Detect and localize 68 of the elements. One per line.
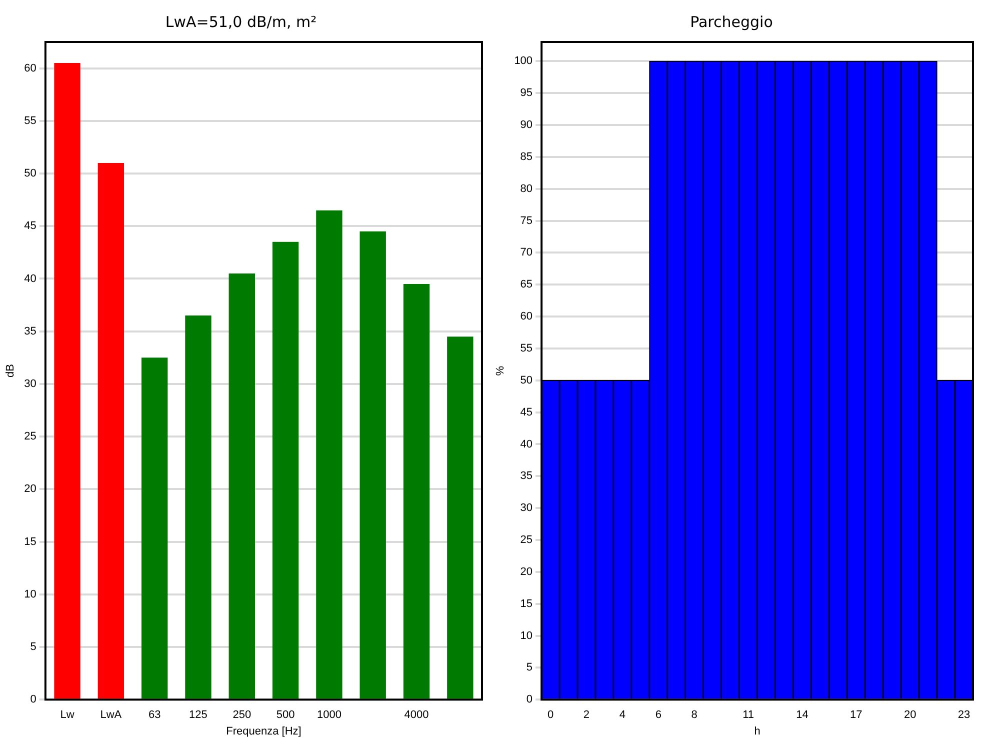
x-tick-label: 500: [276, 709, 295, 722]
x-tick-label: 4000: [404, 709, 429, 722]
y-tick-label: 65: [520, 278, 533, 291]
y-tick-label: 0: [526, 694, 533, 706]
y-tick-label: 30: [520, 502, 533, 514]
y-tick-label: 85: [520, 150, 533, 163]
y-tick-label: 95: [520, 87, 533, 100]
bar: [54, 63, 80, 699]
x-tick-label: 125: [189, 709, 208, 722]
y-axis-title: %: [494, 366, 507, 376]
y-tick-label: 45: [520, 406, 533, 418]
bar: [228, 273, 255, 699]
y-tick-label: 30: [24, 378, 36, 390]
bar: [316, 210, 342, 699]
bar: [360, 231, 386, 699]
x-tick-label: LwA: [100, 709, 122, 722]
y-tick-label: 55: [520, 342, 533, 354]
x-tick-label: 8: [691, 709, 698, 722]
y-tick-label: 100: [514, 55, 533, 68]
y-tick-label: 10: [520, 630, 533, 642]
chart-title: LwA=51,0 dB/m, m²: [165, 12, 317, 31]
x-axis-title: Frequenza [Hz]: [226, 725, 302, 738]
y-tick-label: 75: [520, 214, 533, 227]
x-tick-label: 17: [850, 709, 862, 722]
x-tick-label: Lw: [60, 709, 74, 722]
y-tick-label: 90: [520, 119, 533, 132]
bar: [185, 316, 212, 699]
y-tick-label: 0: [30, 694, 36, 706]
bar: [98, 163, 124, 699]
y-tick-label: 5: [526, 662, 533, 674]
bar: [141, 358, 168, 699]
y-tick-label: 40: [24, 272, 36, 285]
x-tick-label: 2: [583, 709, 590, 722]
y-tick-label: 5: [30, 641, 36, 654]
y-tick-label: 25: [24, 430, 36, 443]
y-tick-label: 20: [520, 566, 533, 578]
y-tick-label: 10: [24, 588, 36, 600]
x-tick-label: 6: [655, 709, 662, 722]
x-tick-label: 20: [904, 709, 916, 722]
bar: [447, 336, 474, 699]
y-tick-label: 35: [520, 470, 533, 482]
x-tick-label: 63: [148, 709, 161, 722]
y-tick-label: 70: [520, 246, 533, 259]
y-axis-title: dB: [4, 364, 17, 378]
y-tick-label: 55: [24, 114, 36, 127]
bar: [272, 242, 299, 699]
y-tick-label: 15: [520, 598, 533, 610]
x-tick-label: 250: [232, 709, 252, 722]
y-tick-label: 80: [520, 182, 533, 195]
y-tick-label: 40: [520, 438, 533, 450]
y-tick-label: 50: [520, 374, 533, 386]
y-tick-label: 60: [520, 310, 533, 323]
y-tick-label: 50: [24, 168, 36, 180]
x-tick-label: 0: [547, 709, 554, 722]
bar: [403, 284, 430, 699]
x-tick-label: 4: [619, 709, 626, 722]
y-tick-label: 35: [24, 325, 36, 338]
x-axis-title: h: [754, 725, 760, 738]
x-tick-label: 1000: [316, 709, 342, 722]
x-tick-label: 14: [796, 709, 808, 722]
y-tick-label: 15: [24, 536, 36, 548]
y-tick-label: 20: [24, 483, 36, 496]
x-tick-label: 23: [958, 709, 970, 722]
y-tick-label: 25: [520, 534, 533, 546]
chart-title: Parcheggio: [690, 12, 773, 31]
x-tick-label: 11: [742, 709, 754, 722]
y-tick-label: 45: [24, 220, 36, 232]
y-tick-label: 60: [24, 62, 36, 74]
